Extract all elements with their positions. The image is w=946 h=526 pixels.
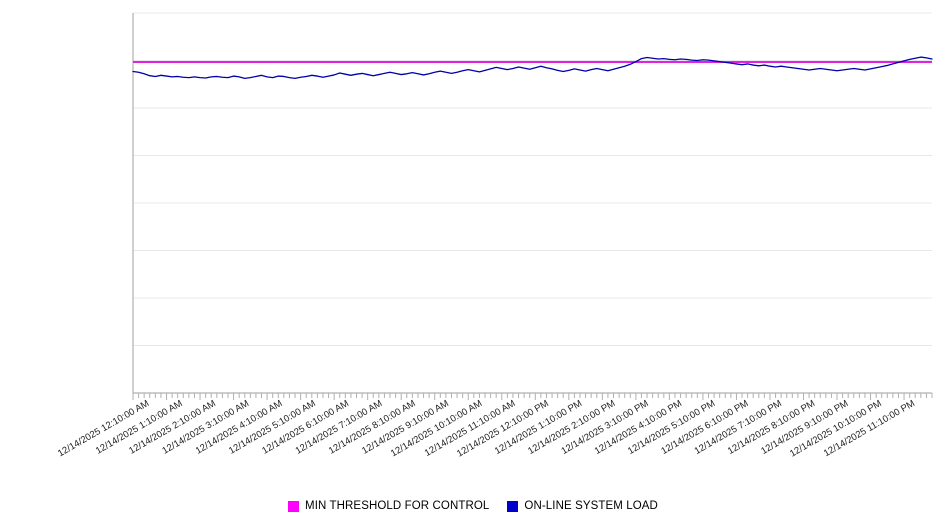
- data-series: [132, 56, 933, 80]
- legend-item-on-line-system-load[interactable]: ON-LINE SYSTEM LOAD: [507, 500, 658, 512]
- chart-axes: [132, 13, 932, 394]
- chart-legend: MIN THRESHOLD FOR CONTROL ON-LINE SYSTEM…: [0, 496, 946, 516]
- data-line-on-line-system-load: [132, 56, 933, 80]
- legend-item-min-threshold-for-control[interactable]: MIN THRESHOLD FOR CONTROL: [288, 500, 489, 512]
- legend-swatch-blue: [507, 500, 519, 512]
- legend-label-on-line-system-load: ON-LINE SYSTEM LOAD: [524, 500, 658, 512]
- x-axis-tick-marks: [132, 393, 933, 400]
- legend-label-min-threshold-for-control: MIN THRESHOLD FOR CONTROL: [305, 500, 490, 512]
- legend-swatch-magenta: [288, 500, 300, 512]
- gridlines: [133, 12, 932, 346]
